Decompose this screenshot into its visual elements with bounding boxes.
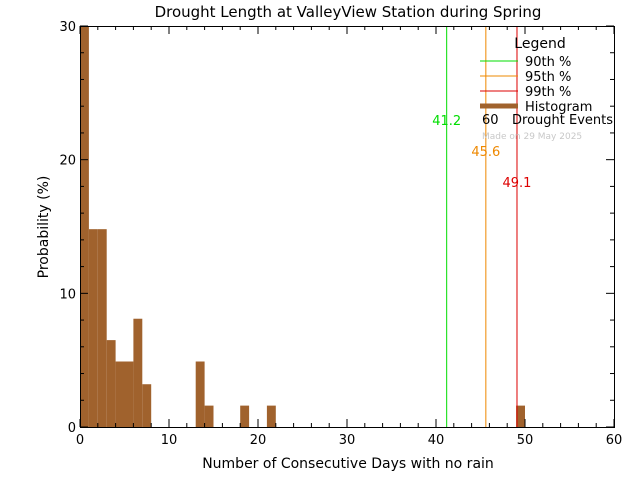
percentile-value-label: 49.1 bbox=[503, 176, 532, 191]
chart-title: Drought Length at ValleyView Station dur… bbox=[155, 3, 542, 21]
x-tick-label: 30 bbox=[339, 433, 356, 448]
histogram-bar bbox=[124, 361, 134, 427]
histogram-bar bbox=[142, 384, 152, 427]
x-axis-label: Number of Consecutive Days with no rain bbox=[202, 456, 494, 472]
made-on-date: Made on 29 May 2025 bbox=[482, 132, 582, 142]
histogram-bar bbox=[516, 405, 525, 427]
percentile-value-label: 41.2 bbox=[432, 114, 461, 129]
x-tick-label: 0 bbox=[76, 433, 84, 448]
y-tick-label: 30 bbox=[59, 20, 76, 35]
x-tick-label: 50 bbox=[517, 433, 534, 448]
histogram-bar bbox=[80, 26, 89, 427]
percentile-value-label: 45.6 bbox=[471, 145, 500, 160]
y-tick-label: 10 bbox=[59, 287, 76, 302]
y-tick-label: 20 bbox=[59, 154, 76, 169]
histogram-bar bbox=[97, 229, 107, 427]
legend-label-90th: 90th % bbox=[525, 55, 571, 70]
y-tick-label: 0 bbox=[68, 421, 76, 436]
axis-ticks: 0 10 20 30 40 50 60 0 10 20 30 bbox=[59, 20, 622, 448]
legend-label-95th: 95th % bbox=[525, 70, 571, 85]
legend-label-99th: 99th % bbox=[525, 85, 571, 100]
histogram-bar bbox=[115, 361, 125, 427]
x-tick-label: 20 bbox=[250, 433, 267, 448]
histogram-bar bbox=[88, 229, 98, 427]
x-tick-label: 60 bbox=[606, 433, 623, 448]
legend-label-histogram: Histogram bbox=[525, 100, 592, 115]
drought-events-label: Drought Events bbox=[512, 113, 613, 128]
histogram-bar bbox=[204, 405, 214, 427]
histogram-bar bbox=[266, 405, 276, 427]
percentile-lines: 41.2 45.6 49.1 bbox=[432, 26, 531, 427]
histogram-bar bbox=[133, 318, 143, 427]
x-tick-label: 40 bbox=[428, 433, 445, 448]
drought-events-count: 60 bbox=[482, 113, 499, 128]
histogram-bar bbox=[240, 405, 250, 427]
legend-title: Legend bbox=[514, 36, 565, 52]
legend: Legend 90th % 95th % 99th % Histogram 60… bbox=[480, 36, 613, 142]
histogram-bars bbox=[80, 26, 525, 427]
histogram-bar bbox=[195, 361, 205, 427]
histogram-bar bbox=[106, 340, 116, 427]
y-axis-label: Probability (%) bbox=[36, 176, 52, 279]
x-tick-label: 10 bbox=[161, 433, 178, 448]
